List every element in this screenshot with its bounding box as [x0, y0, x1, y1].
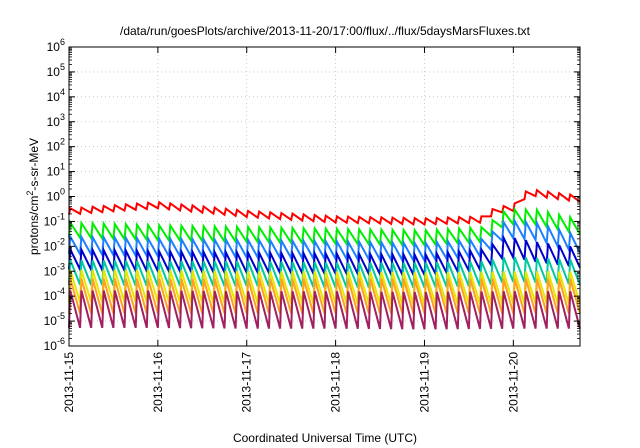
- y-axis-label: protons/cm2-s-sr-MeV: [25, 138, 41, 255]
- x-axis-label: Coordinated Universal Time (UTC): [233, 431, 417, 445]
- series-group: [68, 188, 581, 330]
- y-tick-label: 103: [47, 112, 65, 129]
- chart-title: /data/run/goesPlots/archive/2013-11-20/1…: [120, 24, 531, 38]
- series-line-8: [68, 290, 581, 330]
- y-tick-label: 101: [47, 162, 65, 179]
- x-tick-label: 2013-11-15: [62, 352, 76, 413]
- x-tick-label: 2013-11-18: [329, 352, 343, 413]
- y-axis-label-sup: 2: [25, 191, 35, 196]
- x-tick-label: 2013-11-20: [506, 352, 520, 413]
- y-tick-label: 100: [47, 187, 65, 204]
- y-tick-label: 104: [47, 87, 65, 104]
- axis-ticks: 106 105 104 103 102 101 100 10-1 10-2 10-3 10-4 10-…: [44, 37, 580, 413]
- y-tick-label: 10-4: [44, 286, 65, 303]
- y-tick-label: 10-3: [44, 261, 65, 278]
- x-tick-label: 2013-11-16: [151, 352, 165, 413]
- y-tick-label: 10-5: [44, 311, 65, 328]
- series-line-2: [68, 206, 581, 249]
- y-axis-label-pre: protons/cm: [27, 196, 41, 255]
- x-tick-label: 2013-11-19: [417, 352, 431, 413]
- y-axis-label-post: -s-sr-MeV: [27, 138, 41, 191]
- y-tick-label: 10-1: [44, 211, 65, 228]
- y-tick-label: 106: [47, 37, 65, 54]
- x-tick-label: 2013-11-17: [240, 352, 254, 413]
- y-tick-label: 105: [47, 62, 65, 79]
- series-line-1: [68, 188, 581, 227]
- y-tick-label: 102: [47, 137, 65, 154]
- y-tick-label: 10-6: [44, 336, 65, 353]
- y-tick-label: 10-2: [44, 236, 65, 253]
